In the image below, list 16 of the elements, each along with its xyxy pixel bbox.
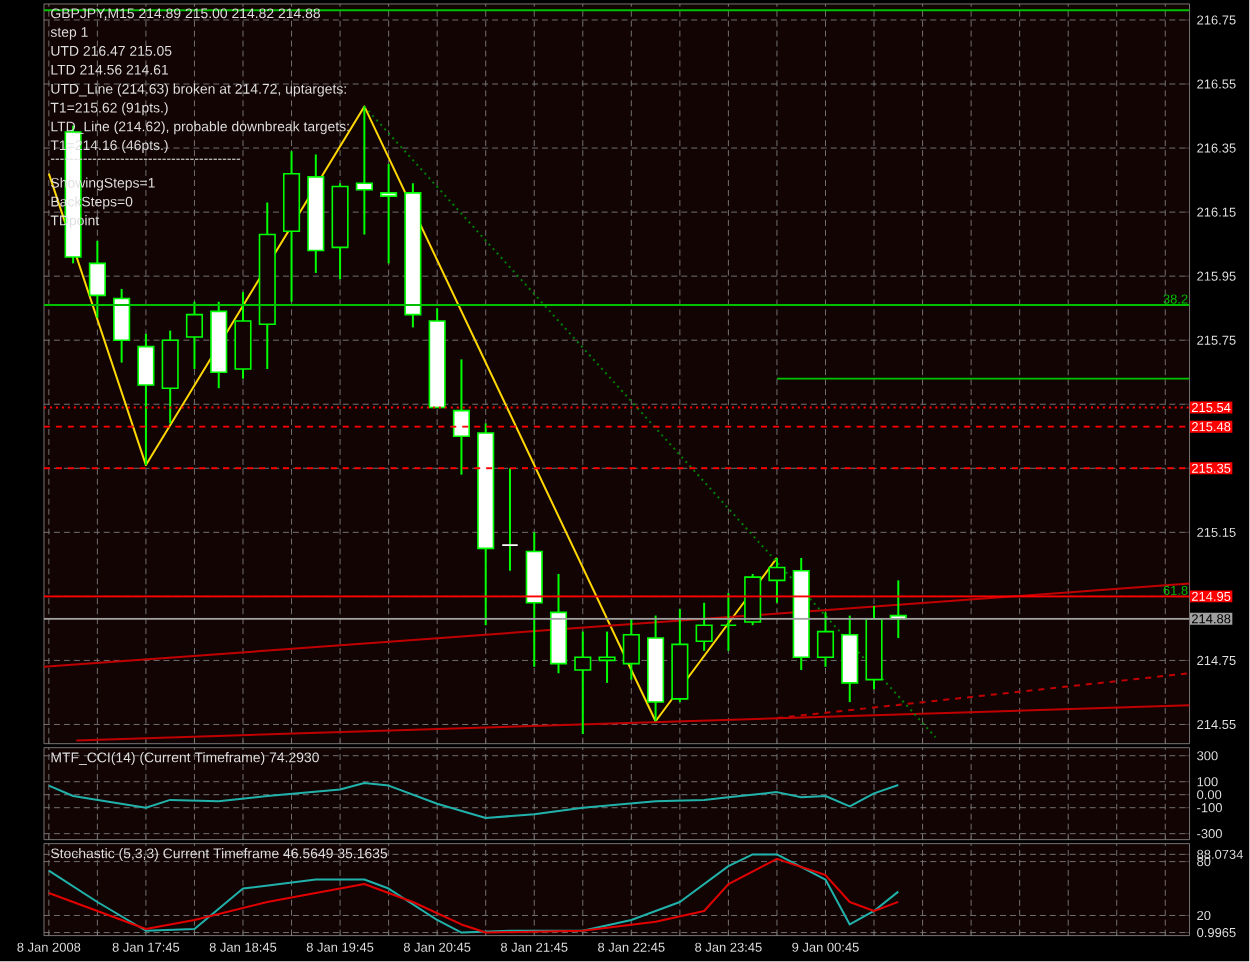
candlestick: [355, 105, 373, 236]
candlestick: [768, 557, 786, 604]
candlestick: [574, 630, 592, 736]
candlestick: [380, 163, 398, 265]
candlestick: [452, 358, 470, 476]
candlestick: [816, 611, 835, 669]
candlestick: [185, 300, 204, 371]
candlestick: [88, 240, 106, 319]
line-series: [47, 782, 900, 820]
candlestick: [598, 630, 616, 685]
candlestick: [622, 617, 640, 681]
candlestick: [501, 467, 519, 572]
candlestick: [695, 601, 713, 652]
candlestick: [113, 288, 131, 364]
candlestick: [137, 332, 155, 467]
candlestick: [719, 592, 737, 652]
